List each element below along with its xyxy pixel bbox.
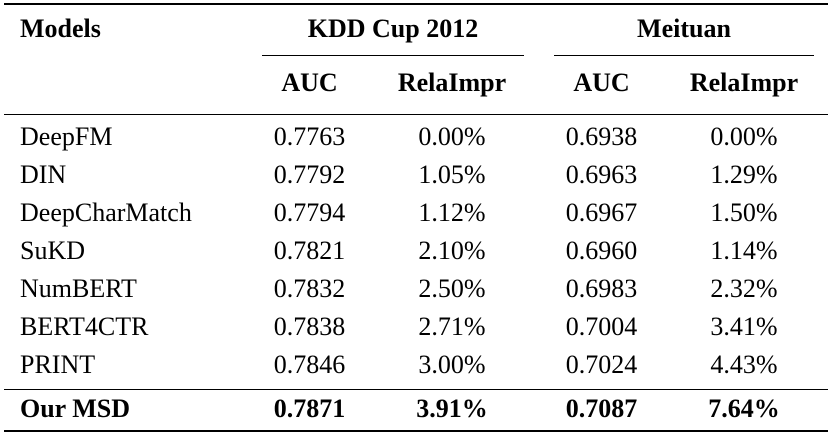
table-row: DeepCharMatch 0.7794 1.12% 0.6967 1.50% (0, 194, 832, 232)
cell-kdd-relaimpr: 1.12% (418, 198, 486, 227)
cell-kdd-auc: 0.7794 (273, 198, 346, 227)
cell-meituan-relaimpr: 1.14% (710, 236, 778, 265)
cell-kdd-relaimpr: 3.91% (416, 394, 488, 423)
cell-meituan-relaimpr: 3.41% (710, 312, 778, 341)
cell-model: SuKD (20, 236, 86, 265)
cell-meituan-auc: 0.7004 (565, 312, 638, 341)
header-meituan-relaimpr: RelaImpr (689, 68, 799, 97)
group-rule-kdd (262, 55, 524, 56)
cell-kdd-relaimpr: 2.10% (418, 236, 486, 265)
cell-model: DeepFM (20, 122, 113, 151)
cell-kdd-auc: 0.7763 (273, 122, 346, 151)
cell-kdd-auc: 0.7871 (273, 394, 346, 423)
cell-meituan-relaimpr: 1.50% (710, 198, 778, 227)
bottom-rule (4, 430, 828, 432)
cell-meituan-auc: 0.6960 (565, 236, 638, 265)
cell-model: NumBERT (20, 274, 137, 303)
cell-model: DIN (20, 160, 67, 189)
cell-model: PRINT (20, 350, 96, 379)
cell-meituan-relaimpr: 7.64% (708, 394, 780, 423)
cell-kdd-auc: 0.7821 (273, 236, 346, 265)
table-row: BERT4CTR 0.7838 2.71% 0.7004 3.41% (0, 308, 832, 346)
group-rule-meituan (554, 55, 814, 56)
top-rule (4, 3, 828, 5)
header-group-kdd: KDD Cup 2012 (307, 14, 479, 43)
cell-model: BERT4CTR (20, 312, 149, 341)
header-kdd-relaimpr: RelaImpr (397, 68, 507, 97)
cell-meituan-relaimpr: 2.32% (710, 274, 778, 303)
header-kdd-auc: AUC (281, 68, 338, 97)
cell-kdd-relaimpr: 3.00% (418, 350, 486, 379)
cell-kdd-relaimpr: 2.50% (418, 274, 486, 303)
cell-kdd-auc: 0.7792 (273, 160, 346, 189)
table-row: NumBERT 0.7832 2.50% 0.6983 2.32% (0, 270, 832, 308)
cell-kdd-auc: 0.7838 (273, 312, 346, 341)
cell-kdd-auc: 0.7832 (273, 274, 346, 303)
cell-meituan-relaimpr: 1.29% (710, 160, 778, 189)
table-row: PRINT 0.7846 3.00% 0.7024 4.43% (0, 346, 832, 384)
header-meituan-auc: AUC (573, 68, 630, 97)
cell-model: Our MSD (20, 394, 131, 423)
table-row: SuKD 0.7821 2.10% 0.6960 1.14% (0, 232, 832, 270)
cell-meituan-auc: 0.7087 (565, 394, 638, 423)
cell-meituan-auc: 0.7024 (565, 350, 638, 379)
table-row: DeepFM 0.7763 0.00% 0.6938 0.00% (0, 118, 832, 156)
cell-kdd-relaimpr: 2.71% (418, 312, 486, 341)
cell-kdd-relaimpr: 1.05% (418, 160, 486, 189)
cell-meituan-relaimpr: 0.00% (710, 122, 778, 151)
cell-meituan-auc: 0.6938 (565, 122, 638, 151)
header-rule (4, 114, 828, 115)
cell-kdd-relaimpr: 0.00% (418, 122, 486, 151)
best-table-row: Our MSD 0.7871 3.91% 0.7087 7.64% (0, 390, 832, 428)
header-models: Models (20, 14, 101, 43)
cell-meituan-relaimpr: 4.43% (710, 350, 778, 379)
cell-meituan-auc: 0.6967 (565, 198, 638, 227)
header-group-meituan: Meituan (637, 14, 731, 43)
cell-model: DeepCharMatch (20, 198, 192, 227)
table-row: DIN 0.7792 1.05% 0.6963 1.29% (0, 156, 832, 194)
cell-meituan-auc: 0.6963 (565, 160, 638, 189)
cell-kdd-auc: 0.7846 (273, 350, 346, 379)
best-row-rule (4, 389, 828, 390)
cell-meituan-auc: 0.6983 (565, 274, 638, 303)
